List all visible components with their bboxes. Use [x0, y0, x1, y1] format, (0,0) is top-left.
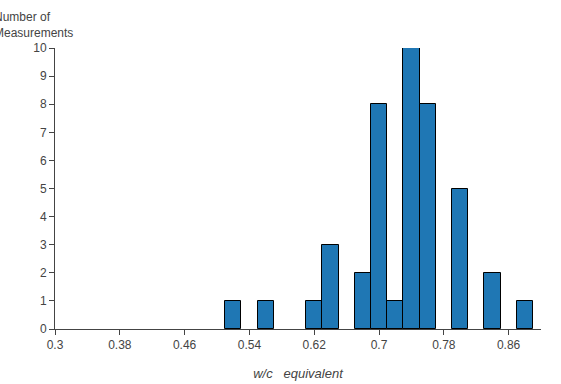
svg-text:4: 4	[40, 210, 47, 224]
svg-text:w/c equivalent: w/c equivalent	[253, 366, 344, 381]
svg-text:6: 6	[40, 154, 47, 168]
svg-text:0: 0	[40, 322, 47, 336]
svg-text:0.7: 0.7	[371, 338, 388, 352]
svg-text:3: 3	[40, 238, 47, 252]
svg-text:0.46: 0.46	[173, 338, 197, 352]
svg-text:0.78: 0.78	[432, 338, 456, 352]
svg-text:0.86: 0.86	[497, 338, 521, 352]
svg-text:7: 7	[40, 126, 47, 140]
svg-text:0.3: 0.3	[47, 338, 64, 352]
svg-text:Number ofMeasurements: Number ofMeasurements	[0, 10, 73, 40]
svg-text:8: 8	[40, 97, 47, 111]
svg-text:2: 2	[40, 266, 47, 280]
svg-text:9: 9	[40, 69, 47, 83]
svg-text:5: 5	[40, 182, 47, 196]
svg-text:1: 1	[40, 294, 47, 308]
svg-text:0.62: 0.62	[303, 338, 327, 352]
svg-text:0.54: 0.54	[238, 338, 262, 352]
svg-text:10: 10	[33, 41, 47, 55]
svg-text:0.38: 0.38	[108, 338, 132, 352]
